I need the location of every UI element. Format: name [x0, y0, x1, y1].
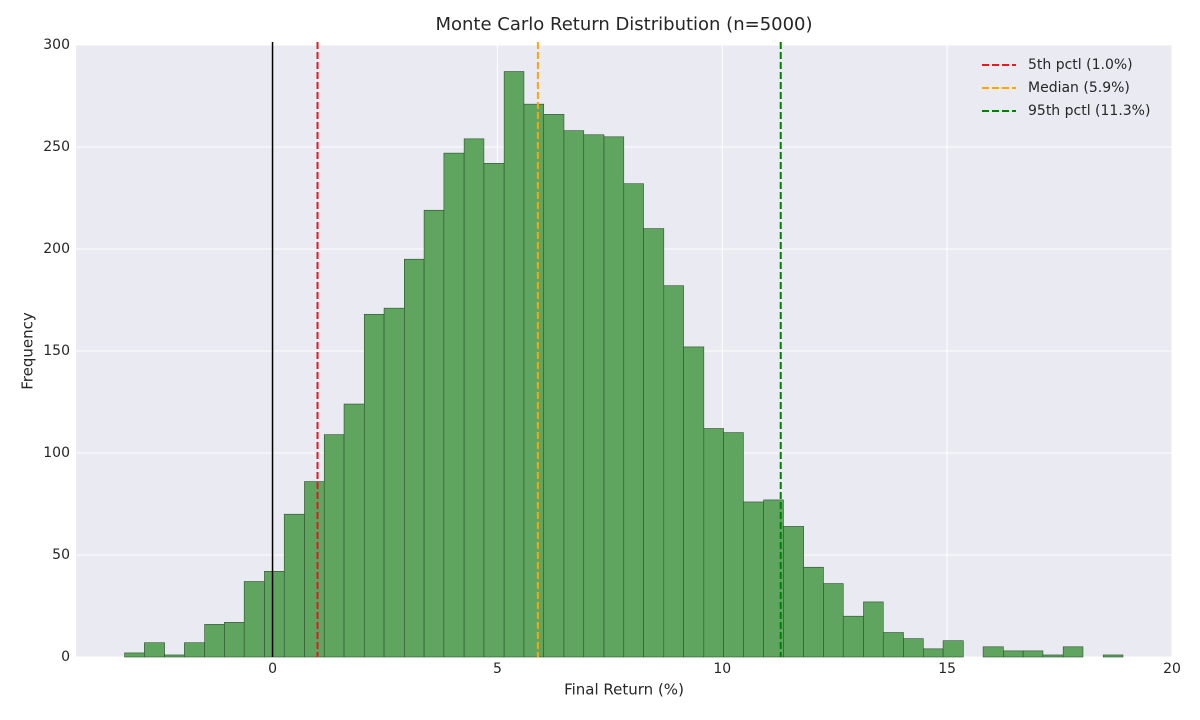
bar	[743, 501, 764, 658]
y-tick-label: 50	[52, 547, 70, 563]
y-tick-label: 250	[43, 139, 70, 155]
bar	[1062, 646, 1084, 658]
bar	[323, 434, 345, 658]
bar	[663, 285, 684, 658]
bar	[144, 642, 165, 658]
bar	[124, 652, 145, 658]
bar	[164, 654, 185, 658]
legend-label: 95th pctl (11.3%)	[1028, 103, 1150, 119]
bar	[423, 209, 445, 658]
bar	[863, 601, 884, 658]
bar	[1022, 650, 1044, 658]
bar	[723, 432, 744, 658]
bar	[224, 622, 245, 658]
bar	[703, 428, 724, 658]
bar	[903, 638, 924, 658]
bar	[184, 642, 205, 658]
bar	[803, 566, 824, 658]
x-tick-label: 15	[938, 661, 956, 677]
bar	[523, 103, 545, 658]
legend-label: Median (5.9%)	[1028, 80, 1130, 96]
y-tick-label: 200	[43, 241, 70, 257]
chart-title: Monte Carlo Return Distribution (n=5000)	[435, 14, 812, 35]
x-tick-label: 20	[1163, 661, 1181, 677]
bar	[882, 632, 904, 658]
bar	[363, 313, 385, 658]
bar	[243, 581, 265, 658]
bar	[643, 228, 665, 658]
bar	[463, 138, 485, 658]
bar	[383, 307, 405, 658]
bar	[503, 71, 525, 658]
x-axis-label: Final Return (%)	[564, 681, 684, 699]
bar	[204, 624, 225, 658]
bar	[1003, 650, 1024, 658]
bar	[982, 646, 1004, 658]
bar	[823, 583, 844, 658]
x-tick-label: 10	[713, 661, 731, 677]
bar	[583, 134, 605, 658]
bar	[304, 481, 325, 658]
bar	[922, 648, 944, 658]
bar	[264, 571, 285, 658]
bar	[683, 346, 705, 658]
bar	[603, 136, 625, 658]
bar	[404, 258, 425, 658]
bar	[443, 152, 465, 658]
bar	[483, 163, 505, 658]
bar	[623, 183, 644, 658]
bar	[543, 114, 565, 658]
bar	[343, 403, 365, 658]
x-tick-label: 0	[268, 661, 277, 677]
bar	[842, 615, 864, 658]
y-tick-label: 300	[43, 37, 70, 53]
bar	[783, 526, 804, 658]
bar	[1042, 654, 1064, 658]
y-tick-label: 100	[43, 445, 70, 461]
y-tick-label: 150	[43, 343, 70, 359]
bar	[1102, 654, 1124, 658]
bar	[283, 513, 305, 658]
x-tick-label: 5	[493, 661, 502, 677]
y-axis-label: Frequency	[19, 312, 37, 390]
bar	[563, 130, 585, 658]
bar	[942, 640, 964, 658]
y-tick-label: 0	[61, 649, 70, 665]
legend-label: 5th pctl (1.0%)	[1028, 57, 1133, 73]
